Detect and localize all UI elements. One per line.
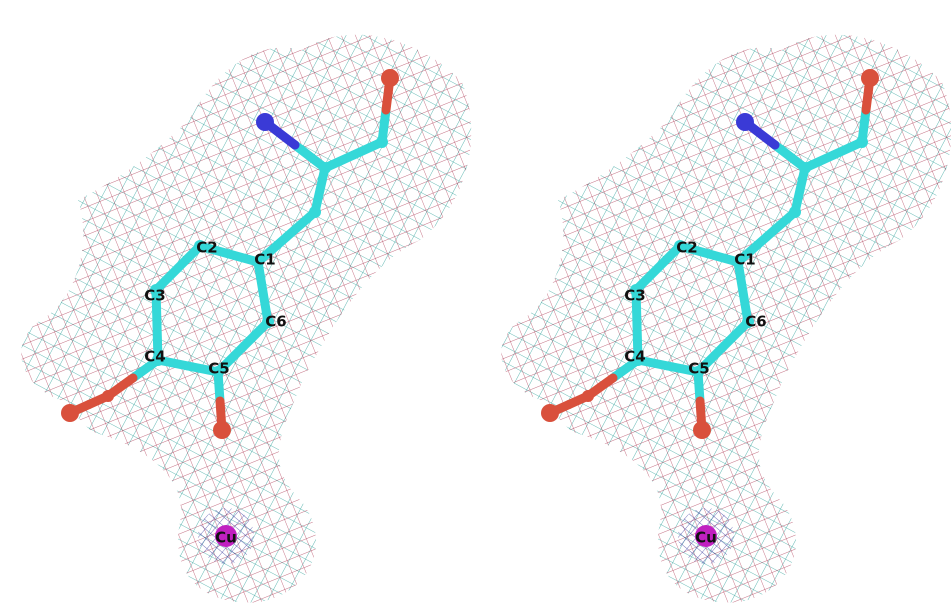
atom-label: C2 [676,239,697,257]
atom [799,162,811,174]
stereo-view: C1 C2 C3 C4 C5 C6 Cu [501,35,951,603]
atom [376,136,388,148]
atom-label: C5 [688,360,709,378]
atom-label: C4 [624,348,645,366]
atom [693,421,711,439]
atom [736,113,754,131]
atom-label: C1 [734,251,755,269]
atom [309,206,321,218]
atom-label: C3 [624,287,645,305]
atom-label: C6 [745,313,766,331]
atom [256,113,274,131]
atom [102,390,114,402]
atom-label: C1 [254,251,275,269]
atom [61,404,79,422]
atom-label: C5 [208,360,229,378]
atom [582,390,594,402]
atom [789,206,801,218]
atom [856,136,868,148]
atom-label: C2 [196,239,217,257]
atom-label: C6 [265,313,286,331]
atom [861,69,879,87]
stereo-figure: C1 C2 C3 C4 C5 C6 Cu C1 C2 C3 C4 C5 C6 Cu [0,0,951,613]
atom [213,421,231,439]
atom [319,162,331,174]
atom-label: Cu [215,529,237,547]
atom-label: C4 [144,348,165,366]
atom [381,69,399,87]
stereo-view: C1 C2 C3 C4 C5 C6 Cu [21,35,471,603]
atom-label: Cu [695,529,717,547]
atom [541,404,559,422]
atom-label: C3 [144,287,165,305]
